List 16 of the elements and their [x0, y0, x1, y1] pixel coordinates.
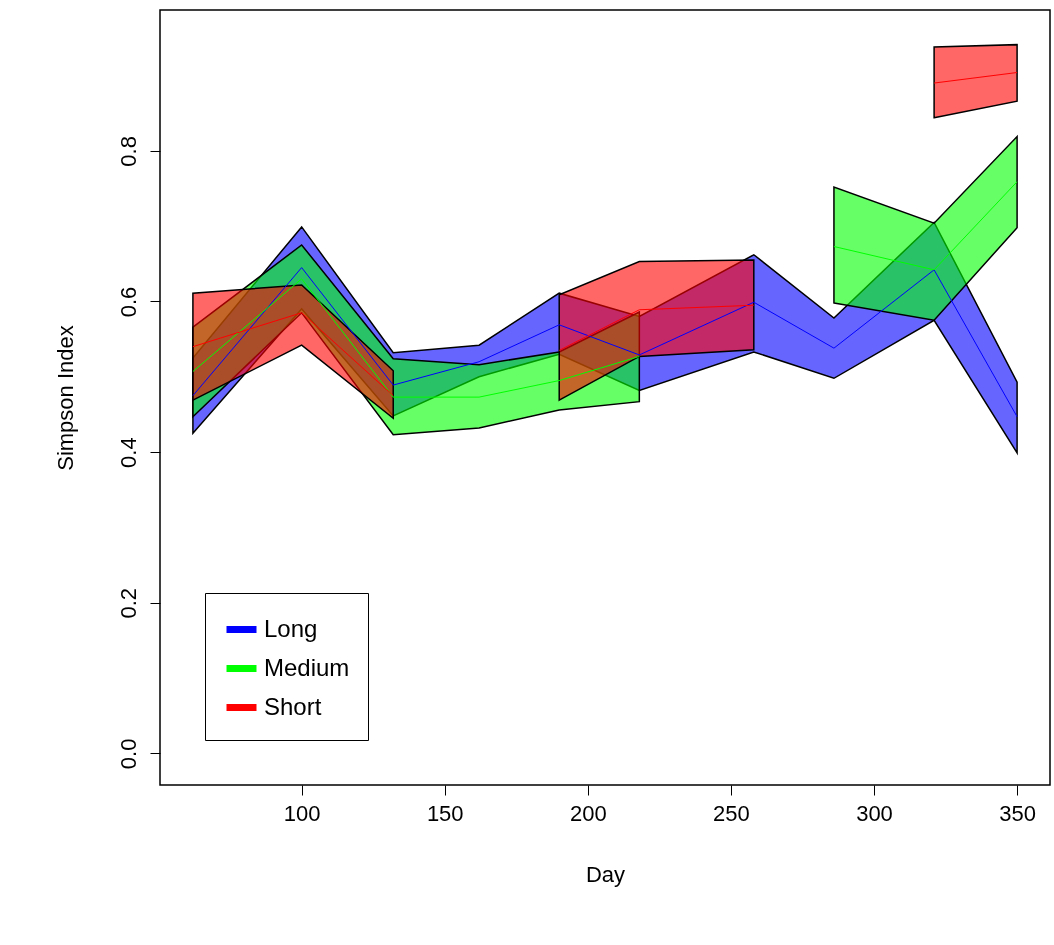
- y-tick-label: 0.2: [115, 587, 141, 619]
- legend-label: Short: [264, 692, 322, 720]
- legend-label: Long: [264, 614, 318, 642]
- y-tick-label: 0.6: [115, 286, 141, 318]
- x-tick-label: 200: [569, 800, 607, 826]
- y-tick-label: 0.0: [115, 738, 141, 770]
- x-tick-label: 100: [283, 800, 321, 826]
- y-tick-label: 0.4: [115, 437, 141, 468]
- y-axis-title: Simpson Index: [52, 325, 78, 471]
- x-tick-label: 150: [426, 800, 464, 826]
- legend-label: Medium: [264, 653, 350, 681]
- x-axis-title: Day: [585, 861, 626, 887]
- x-tick-label: 300: [856, 800, 893, 826]
- y-tick-label: 0.8: [115, 136, 141, 167]
- x-tick-label: 250: [713, 800, 750, 826]
- x-tick-label: 350: [999, 800, 1036, 826]
